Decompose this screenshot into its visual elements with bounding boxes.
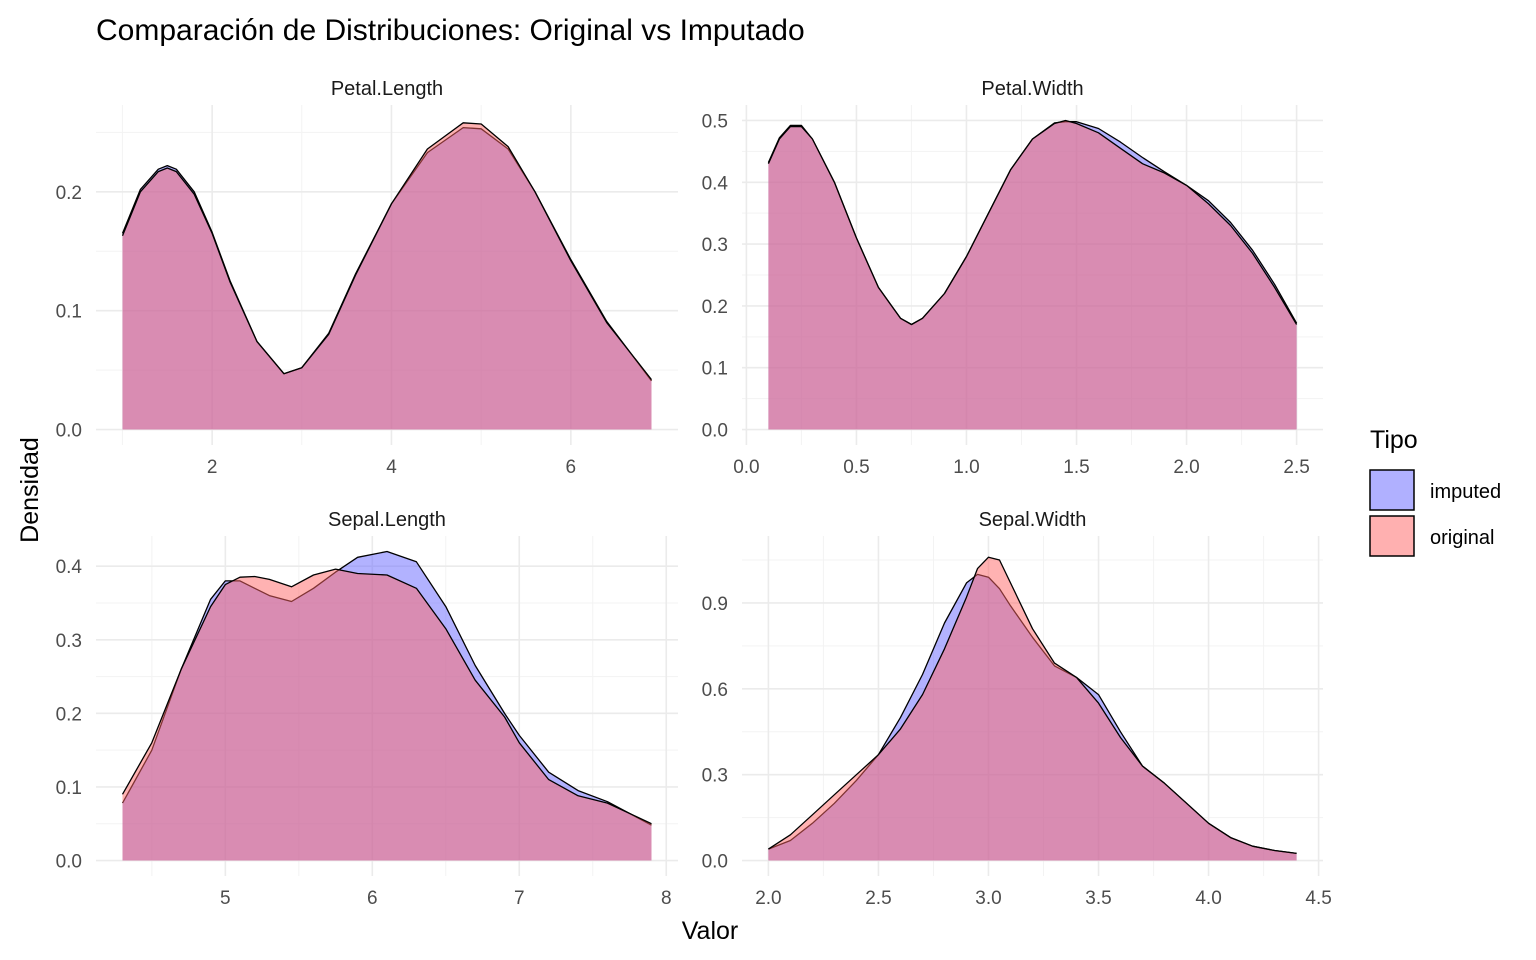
y-axis-title: Densidad <box>16 437 44 543</box>
x-tick-label: 7 <box>514 888 525 909</box>
panel-petal-width: Petal.Width 0.0 0.5 1.0 1.5 2.0 2.5 0.0 0.1 0.2 0.… <box>702 78 1323 478</box>
panel-title-sepal-width: Sepal.Width <box>979 509 1087 531</box>
x-tick-label: 2.5 <box>1283 457 1309 478</box>
density-area-original <box>768 120 1297 430</box>
y-tick-label: 0.6 <box>702 680 728 701</box>
density-line-original <box>121 122 653 381</box>
legend-key-original <box>1369 515 1415 557</box>
x-tick-label: 3.0 <box>975 888 1001 909</box>
x-tick-label: 6 <box>367 888 378 909</box>
x-tick-label: 8 <box>661 888 672 909</box>
panel-title-petal-length: Petal.Length <box>331 78 443 100</box>
x-tick-label: 3.5 <box>1085 888 1111 909</box>
x-tick-label: 1.0 <box>953 457 979 478</box>
panel-sepal-length: Sepal.Length 5 6 7 8 0.0 0.1 0.2 0.3 0.4 <box>56 509 678 909</box>
x-tick-label: 0.0 <box>733 457 759 478</box>
legend-label-imputed: imputed <box>1430 481 1501 503</box>
x-tick-label: 2 <box>207 457 218 478</box>
y-tick-label: 0.9 <box>702 594 728 615</box>
y-tick-label: 0.2 <box>702 297 728 318</box>
legend: Tipo imputed original <box>1369 426 1501 557</box>
y-tick-label: 0.0 <box>56 852 82 873</box>
x-tick-label: 4 <box>386 457 397 478</box>
density-line-original <box>767 119 1298 326</box>
y-tick-label: 0.2 <box>56 183 82 204</box>
legend-label-original: original <box>1430 527 1494 549</box>
x-tick-label: 4.0 <box>1195 888 1221 909</box>
y-tick-label: 0.0 <box>56 421 82 442</box>
legend-title: Tipo <box>1370 426 1418 454</box>
y-tick-label: 0.3 <box>56 631 82 652</box>
x-tick-label: 2.0 <box>755 888 781 909</box>
chart-title: Comparación de Distribuciones: Original … <box>96 14 805 47</box>
panel-title-petal-width: Petal.Width <box>981 78 1083 100</box>
x-tick-label: 5 <box>220 888 231 909</box>
y-tick-label: 0.3 <box>702 235 728 256</box>
x-axis-title: Valor <box>682 917 739 945</box>
x-tick-label: 0.5 <box>843 457 869 478</box>
density-line-imputed <box>121 550 652 826</box>
density-area-original <box>122 122 652 430</box>
x-tick-label: 2.5 <box>865 888 891 909</box>
y-tick-label: 0.0 <box>702 852 728 873</box>
y-tick-label: 0.1 <box>56 778 82 799</box>
x-tick-label: 1.5 <box>1063 457 1089 478</box>
y-tick-label: 0.3 <box>702 766 728 787</box>
y-tick-label: 0.2 <box>56 704 82 725</box>
panel-sepal-width: Sepal.Width 2.0 2.5 3.0 3.5 4.0 4.5 0.0 0.3 0.6 0.… <box>702 509 1332 909</box>
panel-title-sepal-length: Sepal.Length <box>328 509 446 531</box>
density-area-original <box>768 557 1297 861</box>
x-tick-label: 6 <box>566 457 577 478</box>
y-tick-label: 0.0 <box>702 421 728 442</box>
density-line-original <box>768 556 1297 855</box>
legend-key-imputed <box>1369 469 1415 511</box>
y-tick-label: 0.5 <box>702 111 728 132</box>
y-tick-label: 0.1 <box>56 302 82 323</box>
x-tick-label: 4.5 <box>1305 888 1331 909</box>
x-tick-label: 2.0 <box>1173 457 1199 478</box>
panel-petal-length: Petal.Length 2 4 6 0.0 0.1 0.2 <box>56 78 678 478</box>
density-line-original <box>121 568 652 825</box>
y-tick-label: 0.1 <box>702 359 728 380</box>
y-tick-label: 0.4 <box>702 173 729 194</box>
density-area-original <box>122 569 652 861</box>
y-tick-label: 0.4 <box>56 557 83 578</box>
